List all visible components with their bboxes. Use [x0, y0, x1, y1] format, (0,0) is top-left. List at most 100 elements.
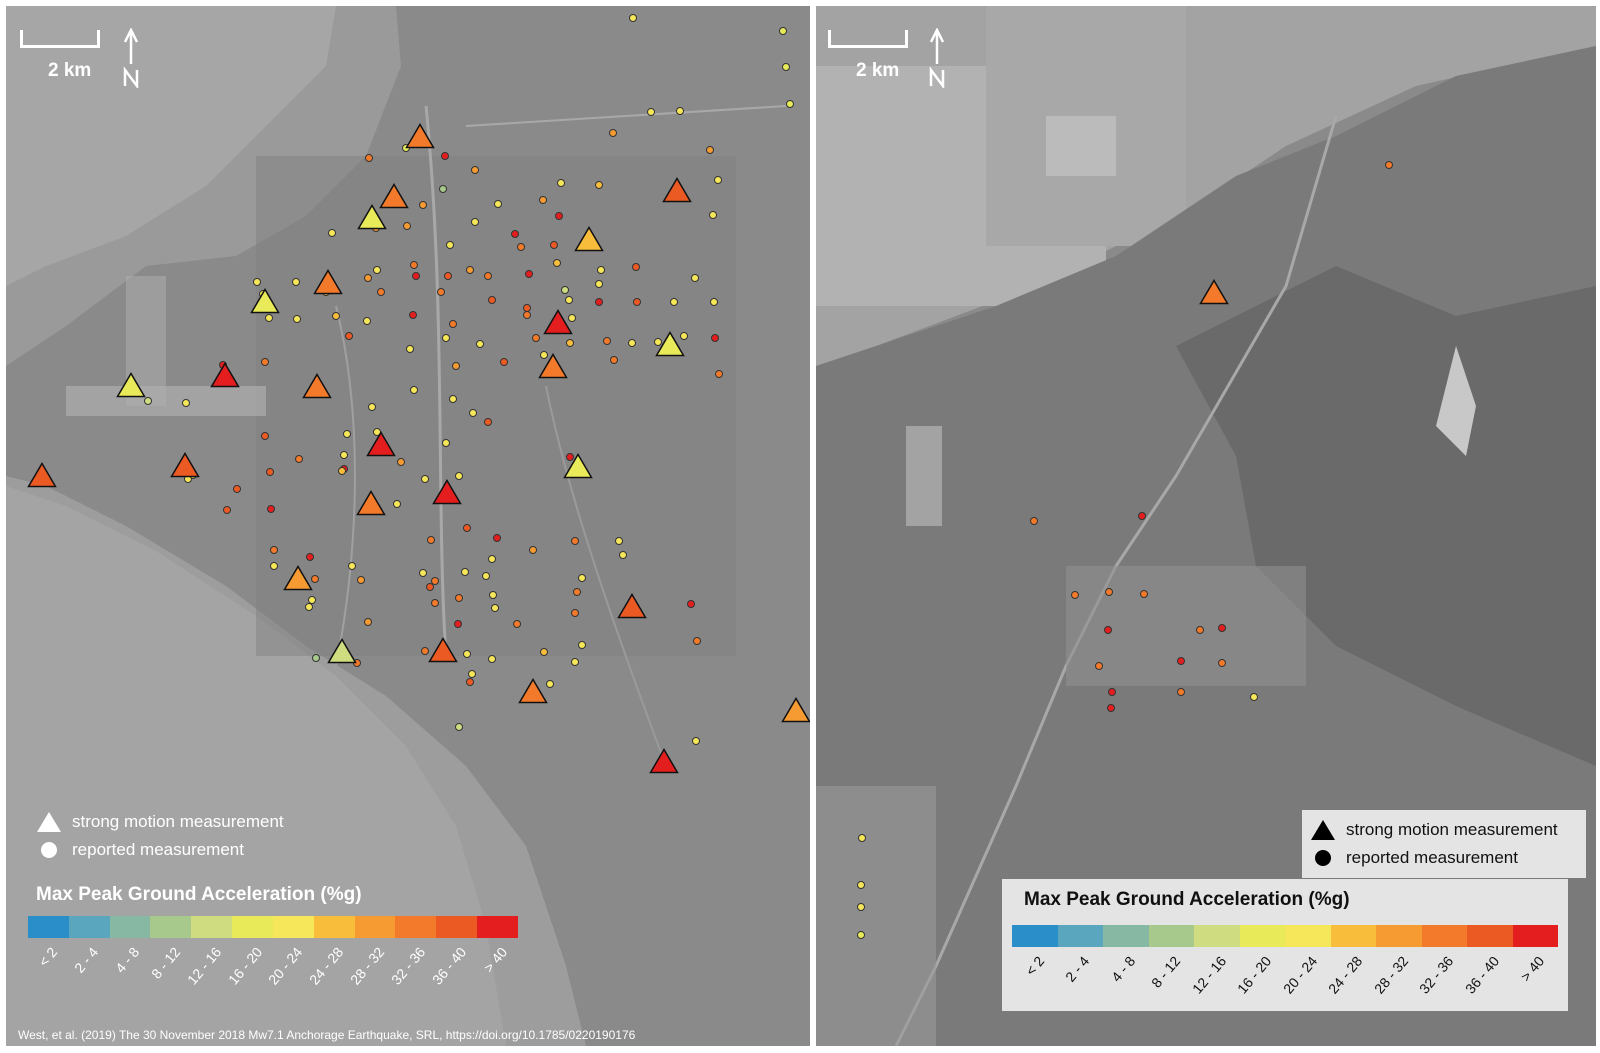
reported-measurement-marker[interactable]	[1103, 626, 1112, 634]
reported-measurement-marker[interactable]	[412, 272, 421, 281]
reported-measurement-marker[interactable]	[556, 178, 565, 187]
strong-motion-marker[interactable]	[648, 748, 679, 774]
strong-motion-marker[interactable]	[574, 225, 604, 252]
reported-measurement-marker[interactable]	[449, 395, 458, 404]
strong-motion-marker[interactable]	[327, 637, 357, 664]
reported-measurement-marker[interactable]	[490, 604, 499, 613]
reported-measurement-marker[interactable]	[595, 279, 604, 288]
reported-measurement-marker[interactable]	[1108, 688, 1117, 697]
reported-measurement-marker[interactable]	[487, 296, 496, 305]
reported-measurement-marker[interactable]	[438, 185, 447, 194]
reported-measurement-marker[interactable]	[292, 277, 301, 286]
reported-measurement-marker[interactable]	[552, 258, 561, 267]
reported-measurement-marker[interactable]	[615, 536, 624, 545]
reported-measurement-marker[interactable]	[1195, 626, 1204, 634]
strong-motion-marker[interactable]	[283, 565, 313, 591]
reported-measurement-marker[interactable]	[603, 336, 612, 345]
reported-measurement-marker[interactable]	[453, 619, 462, 628]
reported-measurement-marker[interactable]	[252, 277, 261, 286]
reported-measurement-marker[interactable]	[182, 399, 191, 408]
reported-measurement-marker[interactable]	[469, 408, 478, 417]
reported-measurement-marker[interactable]	[338, 466, 347, 475]
reported-measurement-marker[interactable]	[462, 649, 471, 658]
reported-measurement-marker[interactable]	[305, 553, 314, 562]
reported-measurement-marker[interactable]	[709, 298, 718, 307]
reported-measurement-marker[interactable]	[1384, 161, 1393, 170]
reported-measurement-marker[interactable]	[294, 455, 303, 464]
reported-measurement-marker[interactable]	[420, 646, 429, 655]
reported-measurement-marker[interactable]	[405, 345, 414, 354]
reported-measurement-marker[interactable]	[483, 272, 492, 281]
strong-motion-marker[interactable]	[250, 288, 280, 314]
reported-measurement-marker[interactable]	[293, 315, 302, 324]
strong-motion-marker[interactable]	[356, 490, 386, 516]
reported-measurement-marker[interactable]	[550, 241, 559, 250]
reported-measurement-marker[interactable]	[269, 545, 278, 554]
reported-measurement-marker[interactable]	[691, 274, 700, 283]
reported-measurement-marker[interactable]	[269, 561, 278, 570]
reported-measurement-marker[interactable]	[594, 298, 603, 307]
reported-measurement-marker[interactable]	[572, 587, 581, 596]
reported-measurement-marker[interactable]	[305, 603, 314, 612]
reported-measurement-marker[interactable]	[708, 211, 717, 220]
reported-measurement-marker[interactable]	[461, 567, 470, 576]
reported-measurement-marker[interactable]	[223, 506, 232, 515]
reported-measurement-marker[interactable]	[470, 166, 479, 175]
reported-measurement-marker[interactable]	[363, 274, 372, 283]
reported-measurement-marker[interactable]	[500, 357, 509, 366]
strong-motion-marker[interactable]	[312, 268, 343, 295]
strong-motion-marker[interactable]	[518, 678, 549, 704]
reported-measurement-marker[interactable]	[715, 370, 724, 379]
reported-measurement-marker[interactable]	[265, 467, 274, 476]
reported-measurement-marker[interactable]	[143, 397, 152, 406]
reported-measurement-marker[interactable]	[857, 930, 866, 939]
reported-measurement-marker[interactable]	[571, 609, 580, 618]
reported-measurement-marker[interactable]	[392, 500, 401, 509]
reported-measurement-marker[interactable]	[675, 107, 684, 116]
reported-measurement-marker[interactable]	[577, 574, 586, 582]
reported-measurement-marker[interactable]	[857, 902, 866, 911]
reported-measurement-marker[interactable]	[430, 577, 439, 586]
strong-motion-marker[interactable]	[170, 451, 201, 478]
reported-measurement-marker[interactable]	[539, 196, 548, 205]
strong-motion-marker[interactable]	[209, 362, 240, 388]
reported-measurement-marker[interactable]	[1217, 659, 1226, 668]
reported-measurement-marker[interactable]	[493, 534, 502, 543]
reported-measurement-marker[interactable]	[426, 535, 435, 544]
reported-measurement-marker[interactable]	[609, 355, 618, 364]
reported-measurement-marker[interactable]	[1106, 704, 1115, 712]
reported-measurement-marker[interactable]	[489, 590, 498, 599]
reported-measurement-marker[interactable]	[571, 658, 580, 667]
reported-measurement-marker[interactable]	[531, 333, 540, 342]
reported-measurement-marker[interactable]	[260, 357, 269, 366]
reported-measurement-marker[interactable]	[481, 571, 490, 580]
reported-measurement-marker[interactable]	[420, 475, 429, 484]
reported-measurement-marker[interactable]	[430, 598, 439, 607]
reported-measurement-marker[interactable]	[419, 200, 428, 209]
reported-measurement-marker[interactable]	[410, 260, 419, 269]
strong-motion-marker[interactable]	[27, 462, 57, 488]
strong-motion-marker[interactable]	[543, 309, 574, 335]
strong-motion-marker[interactable]	[662, 177, 693, 203]
reported-measurement-marker[interactable]	[342, 430, 351, 439]
reported-measurement-marker[interactable]	[1104, 587, 1113, 596]
reported-measurement-marker[interactable]	[373, 266, 382, 275]
reported-measurement-marker[interactable]	[444, 272, 453, 281]
reported-measurement-marker[interactable]	[327, 228, 336, 237]
reported-measurement-marker[interactable]	[465, 678, 474, 686]
reported-measurement-marker[interactable]	[449, 320, 458, 329]
strong-motion-marker[interactable]	[427, 636, 458, 663]
reported-measurement-marker[interactable]	[475, 340, 484, 348]
reported-measurement-marker[interactable]	[1217, 623, 1226, 632]
reported-measurement-marker[interactable]	[618, 551, 627, 560]
reported-measurement-marker[interactable]	[470, 218, 479, 227]
reported-measurement-marker[interactable]	[467, 669, 476, 678]
reported-measurement-marker[interactable]	[488, 555, 497, 564]
reported-measurement-marker[interactable]	[436, 288, 445, 296]
reported-measurement-marker[interactable]	[568, 314, 577, 322]
map-panel-eagle-river[interactable]: 2 km strong motion measurement reported …	[816, 6, 1596, 1046]
reported-measurement-marker[interactable]	[654, 337, 663, 346]
reported-measurement-marker[interactable]	[396, 457, 405, 466]
reported-measurement-marker[interactable]	[516, 243, 525, 252]
reported-measurement-marker[interactable]	[539, 351, 548, 360]
